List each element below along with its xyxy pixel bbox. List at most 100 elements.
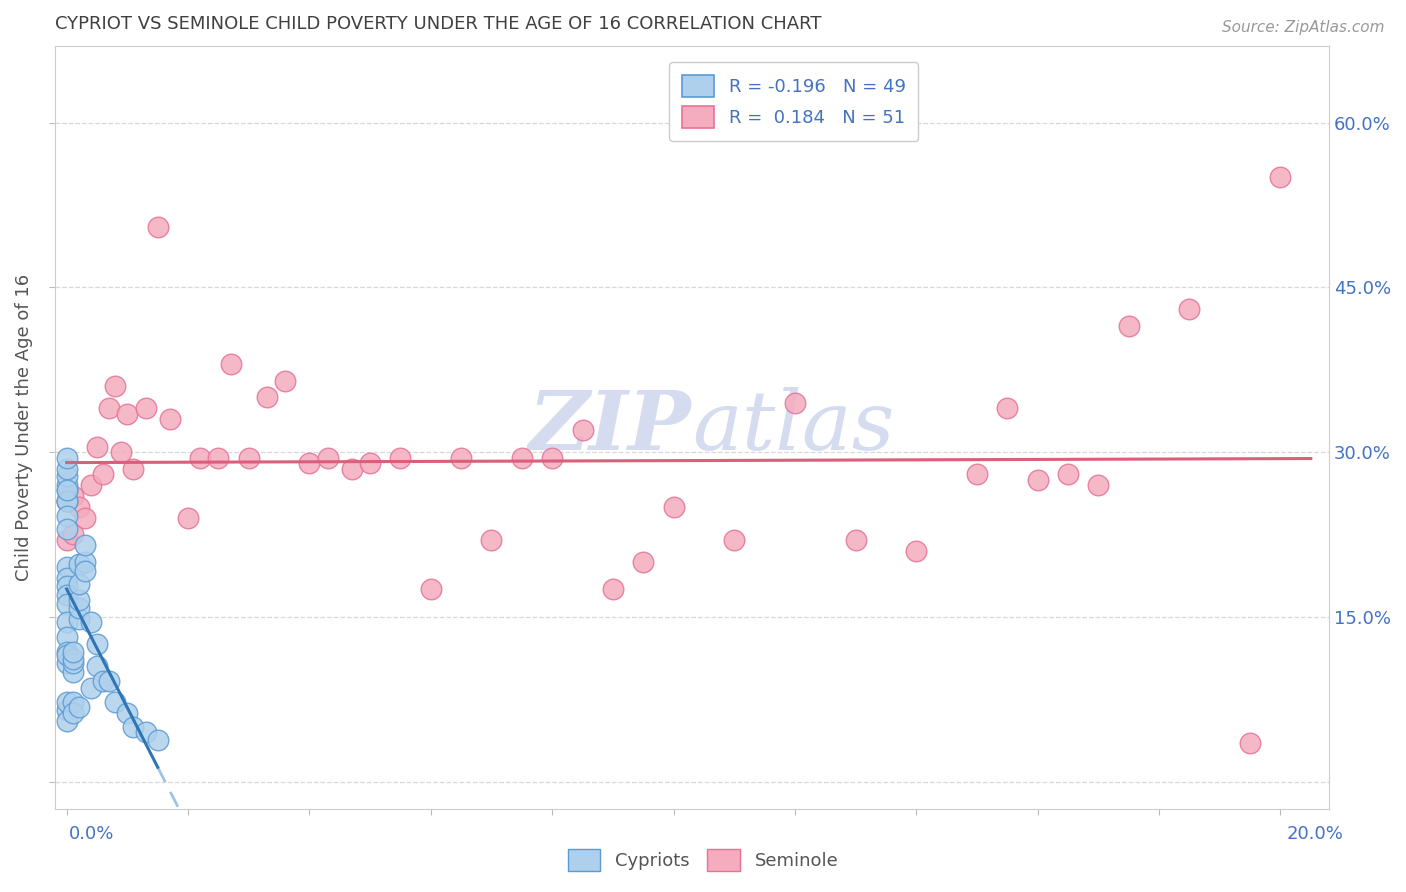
Point <box>104 696 127 710</box>
Point <box>62 651 84 665</box>
Point <box>117 706 139 721</box>
Point <box>783 395 806 409</box>
Point <box>55 571 77 585</box>
Point <box>1087 478 1109 492</box>
Point <box>298 456 321 470</box>
Point <box>67 577 90 591</box>
Point <box>98 401 121 416</box>
Point <box>146 219 169 234</box>
Point <box>98 673 121 688</box>
Point <box>73 511 96 525</box>
Point <box>86 659 108 673</box>
Point <box>256 390 278 404</box>
Point <box>135 401 157 416</box>
Text: ZIP: ZIP <box>529 387 692 467</box>
Point <box>67 699 90 714</box>
Point <box>122 461 145 475</box>
Point <box>55 522 77 536</box>
Point <box>55 494 77 508</box>
Point <box>62 489 84 503</box>
Point <box>55 461 77 475</box>
Point <box>62 656 84 670</box>
Point <box>631 555 654 569</box>
Point <box>55 579 77 593</box>
Point <box>845 533 868 547</box>
Point <box>55 645 77 659</box>
Point <box>91 467 114 481</box>
Point <box>62 645 84 659</box>
Point <box>67 601 90 615</box>
Point <box>238 450 260 465</box>
Legend: Cypriots, Seminole: Cypriots, Seminole <box>561 842 845 879</box>
Point <box>450 450 472 465</box>
Point <box>55 533 77 547</box>
Point <box>219 357 242 371</box>
Point <box>274 374 297 388</box>
Point <box>73 538 96 552</box>
Point <box>67 593 90 607</box>
Point <box>91 673 114 688</box>
Point <box>117 407 139 421</box>
Point <box>55 588 77 602</box>
Point <box>723 533 745 547</box>
Point <box>541 450 564 465</box>
Point <box>55 648 77 663</box>
Point <box>55 508 77 523</box>
Point <box>966 467 988 481</box>
Point <box>177 511 200 525</box>
Point <box>62 696 84 710</box>
Point <box>1178 302 1201 317</box>
Point <box>86 440 108 454</box>
Point <box>135 725 157 739</box>
Point <box>67 557 90 571</box>
Point <box>55 630 77 644</box>
Point <box>86 637 108 651</box>
Text: Source: ZipAtlas.com: Source: ZipAtlas.com <box>1222 20 1385 35</box>
Point <box>1118 318 1140 333</box>
Point <box>80 681 103 696</box>
Point <box>1057 467 1080 481</box>
Legend: R = -0.196   N = 49, R =  0.184   N = 51: R = -0.196 N = 49, R = 0.184 N = 51 <box>669 62 918 141</box>
Point <box>55 469 77 483</box>
Point <box>510 450 533 465</box>
Point <box>104 379 127 393</box>
Point <box>67 612 90 626</box>
Text: 0.0%: 0.0% <box>69 825 114 843</box>
Point <box>80 615 103 630</box>
Point <box>1239 736 1261 750</box>
Y-axis label: Child Poverty Under the Age of 16: Child Poverty Under the Age of 16 <box>15 274 32 581</box>
Point <box>67 500 90 514</box>
Point <box>55 560 77 574</box>
Point <box>995 401 1018 416</box>
Point <box>122 720 145 734</box>
Point <box>80 478 103 492</box>
Point <box>146 732 169 747</box>
Point <box>1270 170 1292 185</box>
Point <box>316 450 339 465</box>
Point <box>62 527 84 541</box>
Point <box>73 555 96 569</box>
Point <box>55 714 77 728</box>
Point <box>602 582 624 597</box>
Text: CYPRIOT VS SEMINOLE CHILD POVERTY UNDER THE AGE OF 16 CORRELATION CHART: CYPRIOT VS SEMINOLE CHILD POVERTY UNDER … <box>55 15 821 33</box>
Point <box>110 445 132 459</box>
Text: 20.0%: 20.0% <box>1286 825 1343 843</box>
Point <box>73 564 96 578</box>
Point <box>159 412 181 426</box>
Point <box>62 665 84 679</box>
Point <box>419 582 441 597</box>
Point <box>55 703 77 717</box>
Point <box>905 544 928 558</box>
Point <box>389 450 412 465</box>
Point <box>1026 473 1049 487</box>
Point <box>188 450 211 465</box>
Point <box>359 456 381 470</box>
Point <box>55 478 77 492</box>
Point <box>571 423 593 437</box>
Point <box>662 500 685 514</box>
Point <box>55 494 77 508</box>
Text: atlas: atlas <box>692 387 894 467</box>
Point <box>481 533 503 547</box>
Point <box>62 706 84 721</box>
Point <box>55 696 77 710</box>
